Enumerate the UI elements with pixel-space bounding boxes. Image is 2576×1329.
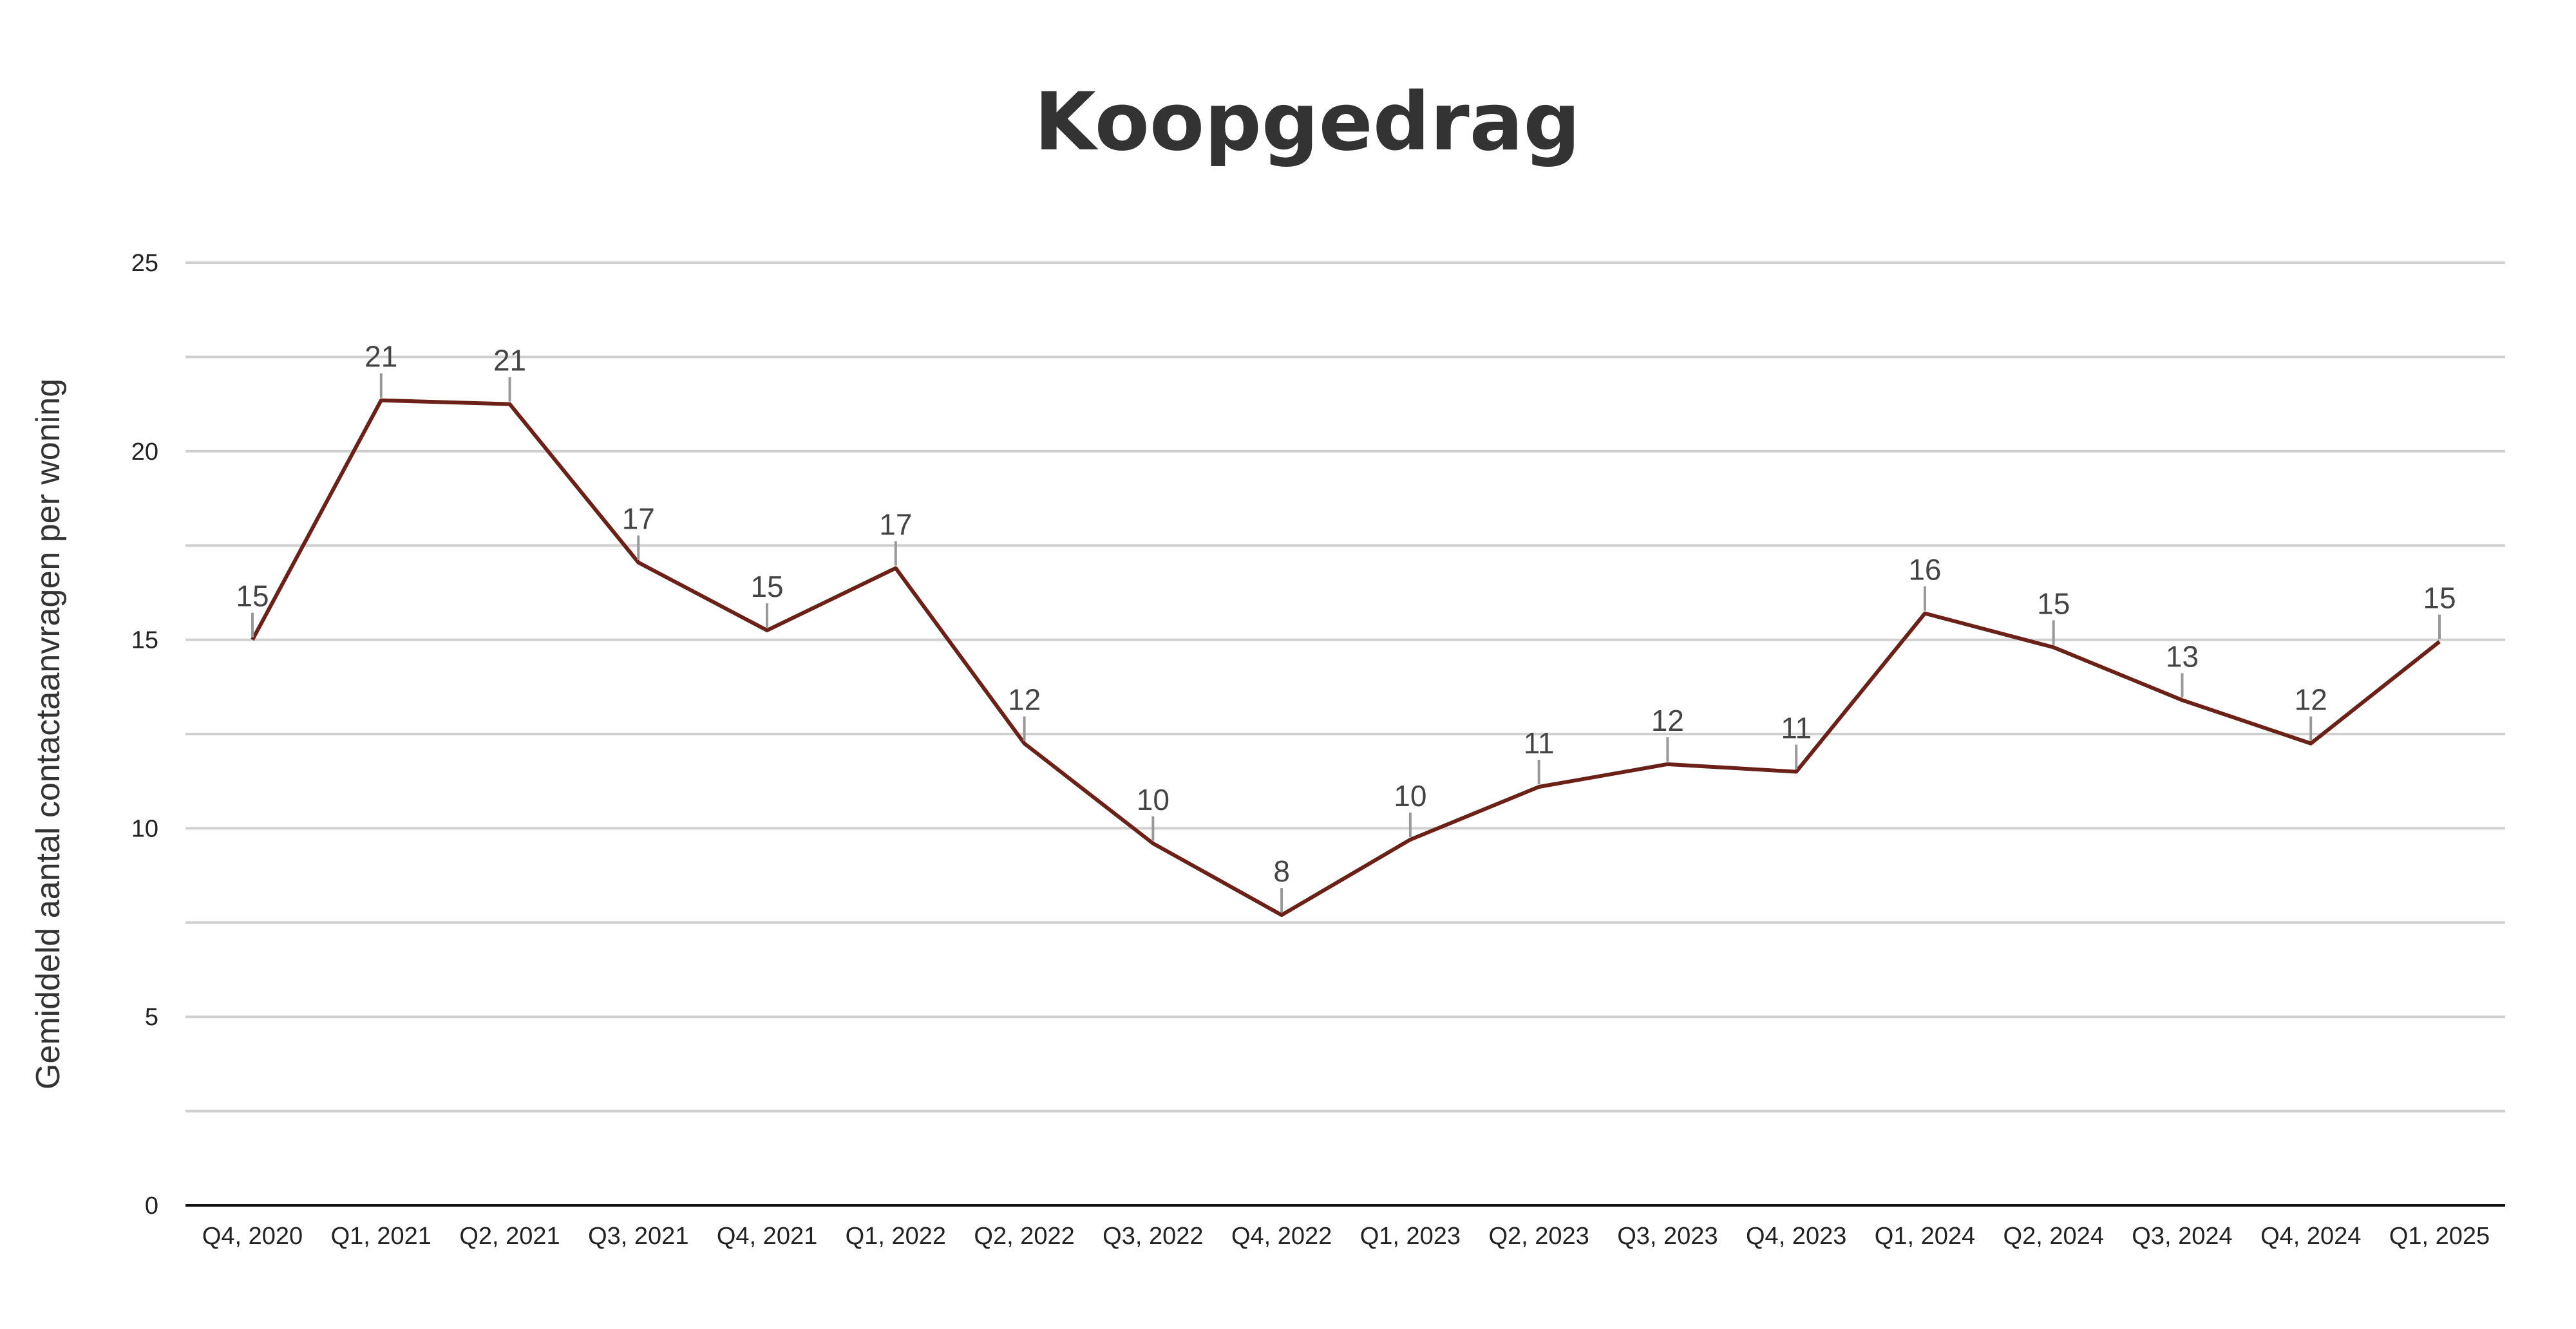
x-tick-label: Q2, 2022 bbox=[974, 1223, 1074, 1250]
x-tick-label: Q2, 2024 bbox=[2003, 1223, 2104, 1250]
x-tick-label: Q4, 2022 bbox=[1231, 1223, 1332, 1250]
y-tick-label: 10 bbox=[131, 815, 158, 842]
data-label: 12 bbox=[2295, 683, 2327, 717]
x-tick-label: Q4, 2023 bbox=[1746, 1223, 1846, 1250]
data-label: 13 bbox=[2166, 639, 2199, 673]
y-tick-label: 15 bbox=[131, 627, 158, 654]
data-label: 11 bbox=[1781, 712, 1812, 745]
x-tick-label: Q1, 2024 bbox=[1875, 1223, 1975, 1250]
y-axis-title: Gemiddeld aantal contactaanvragen per wo… bbox=[30, 379, 67, 1089]
x-tick-label: Q4, 2021 bbox=[717, 1223, 817, 1250]
x-tick-label: Q2, 2023 bbox=[1488, 1223, 1589, 1250]
data-label: 11 bbox=[1524, 726, 1555, 760]
x-axis-ticks: Q4, 2020 Q1, 2021 Q2, 2021 Q3, 2021 Q4, 2021… bbox=[202, 1223, 2490, 1250]
data-label: 16 bbox=[1908, 553, 1941, 587]
data-label: 8 bbox=[1273, 854, 1290, 888]
y-tick-label: 0 bbox=[145, 1192, 158, 1220]
x-tick-label: Q1, 2025 bbox=[2389, 1223, 2490, 1250]
data-label: 10 bbox=[1137, 783, 1170, 816]
data-label: 12 bbox=[1651, 704, 1684, 737]
x-tick-label: Q3, 2021 bbox=[588, 1223, 688, 1250]
y-tick-label: 25 bbox=[131, 250, 158, 277]
x-tick-label: Q3, 2023 bbox=[1617, 1223, 1718, 1250]
x-tick-label: Q1, 2022 bbox=[846, 1223, 946, 1250]
y-tick-label: 20 bbox=[131, 438, 158, 466]
chart-title: Koopgedrag bbox=[1034, 76, 1580, 169]
grid-lines bbox=[185, 261, 2505, 1113]
data-label: 10 bbox=[1394, 779, 1426, 813]
x-tick-label: Q2, 2021 bbox=[459, 1223, 560, 1250]
data-label: 15 bbox=[236, 580, 269, 613]
x-tick-label: Q1, 2023 bbox=[1360, 1223, 1461, 1250]
x-tick-label: Q3, 2022 bbox=[1103, 1223, 1203, 1250]
x-tick-label: Q4, 2024 bbox=[2260, 1223, 2361, 1250]
data-labels: 15 21 21 17 15 17 12 10 8 10 11 12 11 16 15 13 12 15 bbox=[236, 340, 2456, 913]
data-label: 17 bbox=[622, 502, 655, 536]
data-label: 15 bbox=[2037, 587, 2070, 620]
data-label: 21 bbox=[365, 340, 397, 373]
x-tick-label: Q3, 2024 bbox=[2132, 1223, 2232, 1250]
x-tick-label: Q1, 2021 bbox=[331, 1223, 431, 1250]
y-tick-label: 5 bbox=[145, 1004, 158, 1031]
data-label: 12 bbox=[1008, 683, 1041, 717]
series-line bbox=[251, 398, 2441, 918]
data-label: 15 bbox=[2423, 581, 2456, 615]
x-tick-label: Q4, 2020 bbox=[202, 1223, 303, 1250]
y-axis-ticks: 0 5 10 15 20 25 bbox=[131, 250, 158, 1220]
data-label: 21 bbox=[493, 344, 526, 377]
data-label: 17 bbox=[879, 507, 912, 541]
data-label: 15 bbox=[750, 570, 783, 603]
